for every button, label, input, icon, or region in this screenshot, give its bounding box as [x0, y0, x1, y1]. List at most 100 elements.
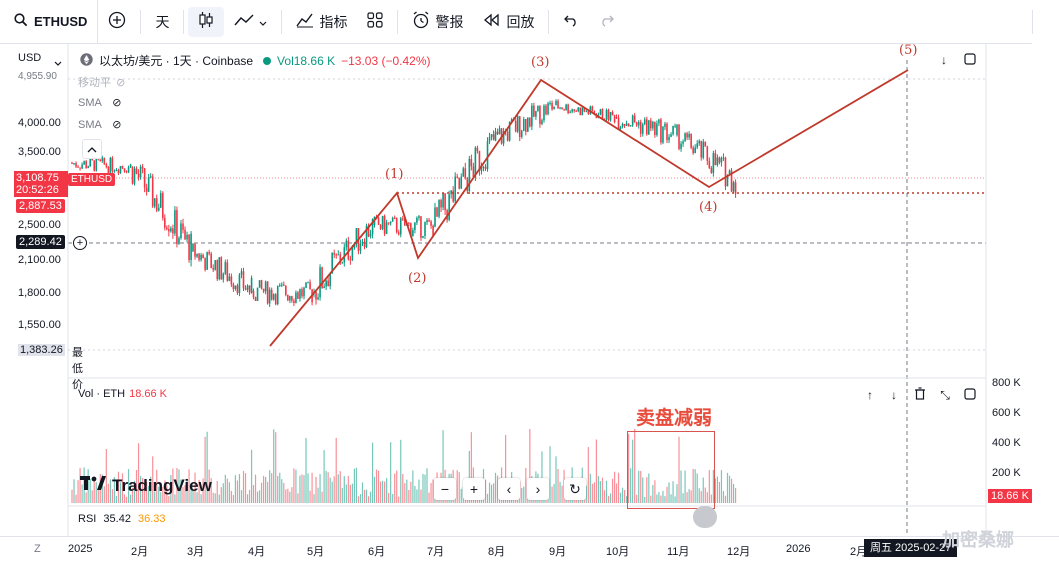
redo-icon [599, 13, 615, 30]
zoom-in-button[interactable]: + [463, 478, 485, 500]
maximize-pane-button[interactable] [960, 50, 980, 70]
zoom-out-button[interactable]: − [434, 478, 456, 500]
candle-body [615, 116, 618, 118]
undo-button[interactable] [553, 0, 589, 43]
eye-off-icon[interactable]: ⊘ [116, 77, 126, 89]
eye-off-icon[interactable]: ⊘ [112, 119, 122, 131]
volume-bar [146, 481, 148, 503]
volume-bar [375, 469, 378, 503]
candle-body [170, 228, 172, 232]
candle-body [168, 229, 170, 232]
maximize-pane-button[interactable] [960, 385, 980, 405]
volume-bar [470, 432, 472, 503]
volume-bar [212, 492, 214, 503]
candle-body [159, 193, 162, 208]
currency-chevron-icon[interactable] [54, 54, 62, 72]
add-symbol-button[interactable] [98, 0, 136, 43]
volume-bar [289, 491, 291, 503]
candle-body [476, 147, 479, 151]
candle-body [91, 158, 93, 161]
candle-body [520, 130, 523, 137]
sma-label-2[interactable]: SMA ⊘ [78, 119, 122, 131]
volume-axis-label: 600 K [992, 407, 1021, 419]
volume-bar [236, 480, 239, 503]
volume-bar [305, 437, 307, 503]
candle-body [613, 115, 616, 123]
volume-bar [708, 470, 710, 503]
volume-bar [337, 474, 339, 503]
candle-body [99, 159, 102, 162]
toolbar-divider [183, 9, 185, 34]
candle-body [256, 287, 259, 301]
pane-up-button[interactable]: ↑ [860, 385, 880, 405]
volume-pane-header: Vol · ETH 18.66 K [78, 388, 167, 400]
candle-body [395, 218, 398, 233]
time-label: 11月 [667, 546, 690, 558]
time-label: 2月 [850, 546, 868, 558]
sma-label-1[interactable]: SMA ⊘ [78, 97, 122, 109]
volume-bar [430, 483, 432, 503]
volume-bar [732, 483, 735, 503]
symbol-price-badge: ETHUSD [68, 173, 116, 186]
price-axis[interactable]: USD 4,955.90 4,000.00 3,500.00 2,500.00 … [0, 44, 116, 534]
volume-bar [702, 477, 704, 503]
symbol-search[interactable]: ETHUSD [0, 0, 99, 43]
volume-bar [595, 439, 597, 503]
candle-body [518, 116, 521, 137]
indicators-label: 指标 [319, 13, 348, 30]
add-alert-plus-icon[interactable]: + [73, 236, 87, 250]
volume-bar [303, 475, 305, 503]
volume-bar [267, 481, 269, 503]
candle-body [533, 105, 535, 117]
volume-bar [428, 492, 430, 503]
candle-body [117, 169, 120, 174]
date-cursor-badge: 周五 2025-02-27 [864, 539, 958, 557]
volume-bar [178, 469, 180, 503]
candle-body [178, 238, 180, 244]
candlestick-type-button[interactable] [188, 6, 225, 37]
candle-body [385, 222, 388, 234]
tradingview-logo[interactable]: TradingView [80, 475, 212, 496]
candle-body [480, 166, 483, 171]
candle-body [218, 257, 221, 280]
collapse-pane-button[interactable]: ⤡ [935, 385, 955, 405]
delete-pane-button[interactable] [910, 385, 930, 405]
toolbar-divider [140, 9, 142, 34]
interval-button[interactable]: 天 [155, 13, 170, 30]
indicator-label[interactable]: 移动平 ⊘ [78, 77, 126, 89]
level-price-badge: 2,887.53 [16, 199, 65, 213]
toolbar-divider [281, 9, 283, 34]
scroll-right-button[interactable]: › [527, 478, 549, 500]
alerts-button[interactable]: 警报 [402, 0, 473, 43]
layout-button[interactable] [357, 0, 393, 43]
candle-body [329, 273, 331, 287]
volume-bar [194, 472, 196, 503]
wave-label-2: (2) [408, 271, 427, 286]
pane-down-button[interactable]: ↓ [884, 385, 904, 405]
volume-bar [263, 475, 265, 503]
candle-body [188, 234, 190, 260]
volume-bar [728, 475, 731, 503]
line-type-button[interactable] [224, 0, 277, 43]
candle-body [190, 233, 192, 260]
scale-button[interactable]: Z [34, 543, 41, 555]
candle-body [180, 223, 182, 239]
candle-body [543, 105, 545, 121]
time-axis[interactable]: Z 2025 2月 3月 4月 5月 6月 7月 8月 9月 10月 11月 1… [0, 536, 1059, 564]
replay-button[interactable]: 回放 [473, 0, 544, 43]
reset-chart-button[interactable]: ↻ [564, 478, 586, 500]
volume-bar [311, 472, 313, 503]
candle-body [285, 285, 287, 295]
redo-button[interactable] [589, 0, 625, 43]
scroll-left-button[interactable]: ‹ [498, 478, 520, 500]
volume-bar [615, 483, 618, 503]
indicators-button[interactable]: 指标 [286, 0, 357, 43]
volume-bar [333, 476, 335, 503]
volume-bar [662, 490, 664, 503]
collapse-legend-button[interactable] [82, 139, 102, 159]
candle-body [589, 106, 592, 114]
move-down-button[interactable]: ↓ [934, 50, 954, 70]
candle-body [153, 198, 156, 207]
eye-off-icon[interactable]: ⊘ [112, 97, 122, 109]
